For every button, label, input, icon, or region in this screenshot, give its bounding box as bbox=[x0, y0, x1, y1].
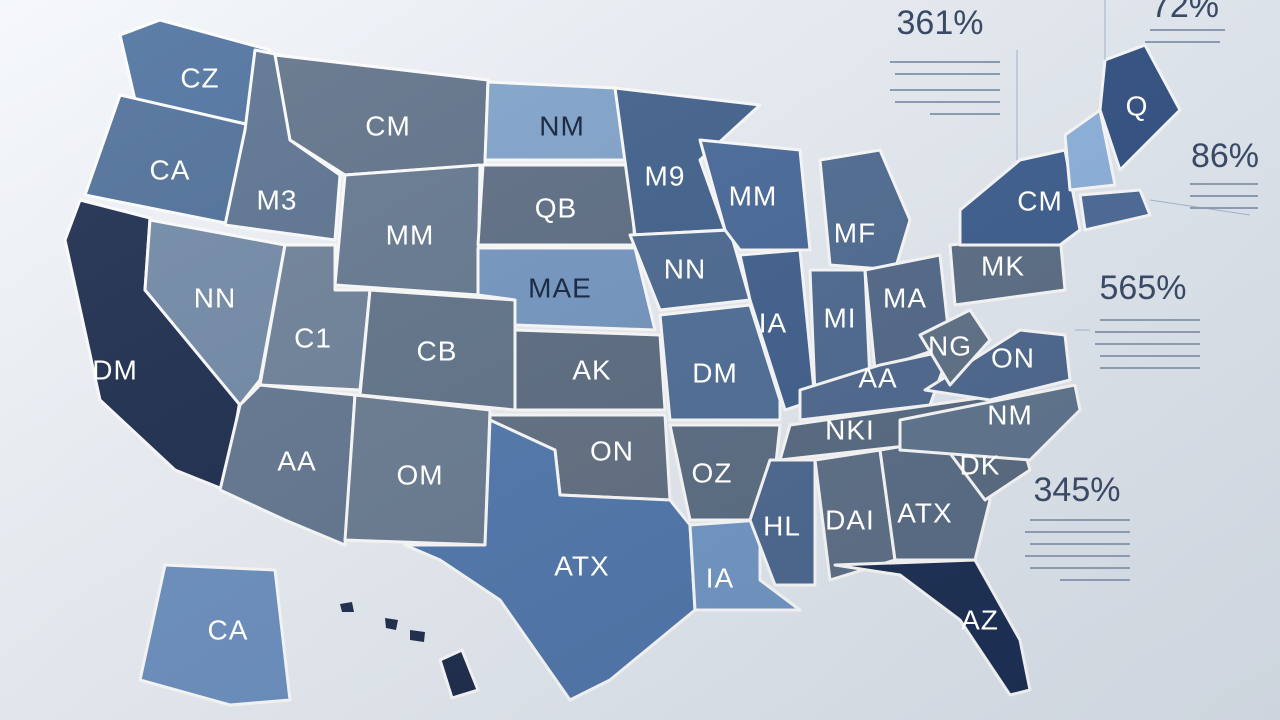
state-labels: CZ CA DM M3 CM MM NN C1 CB AA OM NM QB MAE AK ON ATX M9 NN… bbox=[92, 62, 1149, 645]
state-label: MK bbox=[981, 250, 1025, 281]
callout-value: 86% bbox=[1191, 137, 1259, 175]
state bbox=[438, 648, 480, 700]
state-label: CA bbox=[208, 614, 249, 645]
state-label: ATX bbox=[897, 497, 952, 528]
state-label: DK bbox=[960, 449, 1001, 480]
state-label: M9 bbox=[645, 160, 686, 191]
state-label: NN bbox=[664, 253, 706, 284]
state-label: CB bbox=[417, 335, 458, 366]
state-label: DAI bbox=[825, 504, 875, 535]
state bbox=[833, 558, 1032, 697]
state-label: OM bbox=[396, 459, 443, 490]
state-label: DM bbox=[692, 357, 738, 388]
callouts: 361% 72% 86% 565% 345% bbox=[897, 0, 1260, 509]
state-label: IA bbox=[759, 307, 787, 338]
state-label: NM bbox=[539, 110, 585, 141]
state-label: NM bbox=[987, 399, 1033, 430]
callout-value: 345% bbox=[1034, 471, 1121, 509]
state-label: NG bbox=[928, 330, 972, 361]
state bbox=[385, 618, 398, 630]
state-label: QB bbox=[535, 192, 577, 223]
state-label: MF bbox=[834, 217, 876, 248]
state-label: AA bbox=[858, 362, 897, 393]
state-label: CZ bbox=[180, 62, 219, 93]
note-lines bbox=[890, 29, 1258, 581]
state-label: Q bbox=[1126, 90, 1149, 121]
state-label: AK bbox=[572, 354, 611, 385]
state bbox=[1078, 188, 1152, 232]
state-label: HL bbox=[763, 510, 801, 541]
state-label: M3 bbox=[257, 184, 298, 215]
state-label: NN bbox=[194, 282, 236, 313]
state-label: MM bbox=[729, 180, 778, 211]
state-label: DM bbox=[92, 354, 138, 385]
state bbox=[340, 602, 354, 612]
state-label: MI bbox=[823, 302, 856, 333]
state-label: AA bbox=[277, 445, 316, 476]
state bbox=[410, 630, 425, 642]
callout-value: 565% bbox=[1100, 269, 1187, 307]
state-label: OZ bbox=[692, 457, 733, 488]
state-label: C1 bbox=[294, 322, 332, 353]
state-label: AZ bbox=[961, 604, 999, 635]
state-label: ON bbox=[991, 342, 1035, 373]
state-label: MAE bbox=[528, 272, 592, 303]
state-label: CM bbox=[365, 110, 411, 141]
state-label: CM bbox=[1017, 185, 1063, 216]
state-label: ATX bbox=[554, 550, 609, 581]
callout-value: 361% bbox=[897, 4, 984, 42]
state-label: IA bbox=[706, 562, 734, 593]
state-label: MM bbox=[386, 219, 435, 250]
state-label: CA bbox=[150, 154, 191, 185]
annotations bbox=[890, 0, 1258, 581]
state-label: ON bbox=[590, 435, 634, 466]
state-label: NKI bbox=[825, 414, 875, 445]
state bbox=[818, 148, 912, 272]
state-label: MA bbox=[883, 282, 927, 313]
callout-value: 72% bbox=[1151, 0, 1219, 25]
